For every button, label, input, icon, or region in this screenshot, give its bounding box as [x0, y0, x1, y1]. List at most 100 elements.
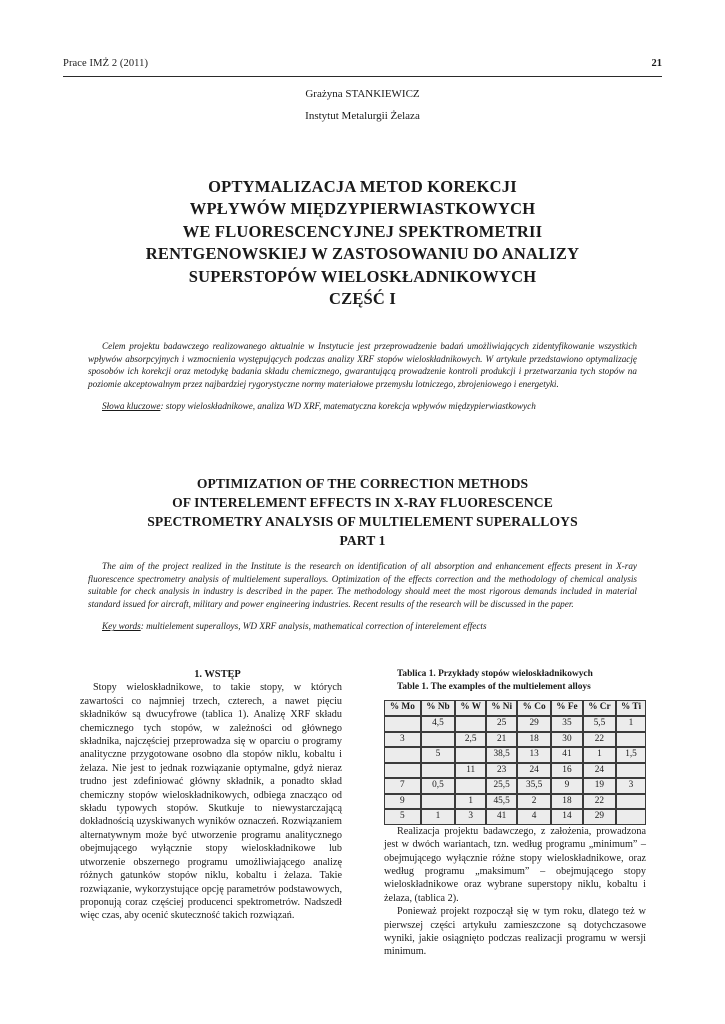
table-cell: 29: [582, 809, 617, 825]
table-cell: 7: [384, 778, 421, 794]
table-cell: [420, 731, 456, 748]
table-cell: 21: [486, 731, 518, 748]
left-column-paragraph-1: Stopy wieloskładnikowe, to takie stopy, …: [80, 682, 342, 922]
table-cell: 38,5: [486, 747, 518, 763]
table-row: 11 23 24 16 24: [384, 762, 646, 779]
keywords-polish: Słowa kluczowe: stopy wieloskładnikowe, …: [88, 400, 637, 413]
table-cell: 3: [384, 731, 421, 748]
table-cell: 25,5: [486, 778, 518, 794]
table-cell: 18: [551, 793, 583, 810]
table-header-cell: % Fe: [551, 700, 583, 717]
journal-reference: Prace IMŻ 2 (2011): [63, 58, 149, 69]
keywords-english-value: : multielement superalloys, WD XRF analy…: [140, 621, 487, 632]
running-head: Prace IMŻ 2 (2011) 21: [63, 58, 662, 69]
table-cell: 16: [551, 762, 583, 779]
abstract-polish-body: Celem projektu badawczego realizowanego …: [88, 341, 637, 389]
table-1-alloys: % Mo% Nb% W% Ni% Co% Fe% Cr% Ti 4,5 25 29 3…: [384, 700, 646, 825]
table-cell: 24: [517, 762, 552, 779]
table-row: 5 38,5 13 41 1 1,5: [384, 747, 646, 763]
table-cell: 30: [551, 731, 583, 748]
table-cell: 5: [420, 747, 456, 763]
table-row: 5 1 3 41 4 14 29: [384, 809, 646, 825]
table-header-cell: % Ti: [616, 700, 646, 717]
abstract-english: The aim of the project realized in the I…: [88, 560, 637, 633]
right-column-paragraph-1: Realizacja projektu badawczego, z założe…: [384, 825, 646, 904]
table-cell: 2: [517, 793, 552, 810]
page-number: 21: [651, 58, 663, 69]
table-cell: 45,5: [486, 793, 518, 810]
author-affiliation: Instytut Metalurgii Żelaza: [305, 110, 420, 122]
table-cell: 35,5: [517, 778, 552, 794]
right-column-paragraph-2: Ponieważ projekt rozpoczął się w tym rok…: [384, 906, 646, 958]
table-header-cell: % Mo: [384, 700, 421, 717]
table-cell: 23: [486, 762, 518, 779]
table-cell: 5,5: [582, 716, 617, 732]
table-cell: [616, 793, 646, 810]
table-cell: 9: [384, 793, 421, 810]
title-polish: OPTYMALIZACJA METOD KOREKCJI WPŁYWÓW MIĘD…: [145, 177, 580, 309]
table-cell: 1,5: [616, 747, 646, 763]
table-cell: 18: [517, 731, 552, 748]
table-cell: 2,5: [455, 731, 487, 748]
body-column-right: Tablica 1. Przykłady stopów wieloskładni…: [384, 668, 646, 959]
table-cell: 1: [582, 747, 617, 763]
abstract-english-body: The aim of the project realized in the I…: [88, 561, 637, 609]
table-cell: [455, 778, 487, 794]
table-1-caption-polish: Tablica 1. Przykłady stopów wieloskładni…: [397, 669, 593, 679]
table-header-cell: % Ni: [486, 700, 518, 717]
table-cell: 5: [384, 809, 421, 825]
keywords-polish-label: Słowa kluczowe: [102, 401, 161, 412]
author-name: Grażyna STANKIEWICZ: [305, 88, 420, 100]
table-cell: 24: [582, 762, 617, 779]
table-cell: [455, 747, 487, 763]
table-header-row: % Mo% Nb% W% Ni% Co% Fe% Cr% Ti: [384, 700, 646, 717]
table-cell: 41: [486, 809, 518, 825]
table-cell: 1: [420, 809, 456, 825]
table-cell: 1: [455, 793, 487, 810]
table-header-cell: % Nb: [420, 700, 456, 717]
body-column-left: 1. WSTĘP Stopy wieloskładnikowe, to taki…: [80, 668, 342, 923]
section-heading-wstep: 1. WSTĘP: [194, 669, 241, 680]
table-cell: 13: [517, 747, 552, 763]
table-row: 3 2,5 21 18 30 22: [384, 731, 646, 748]
table-1-header: % Mo% Nb% W% Ni% Co% Fe% Cr% Ti: [384, 700, 646, 717]
table-cell: [455, 716, 487, 732]
table-1-caption-english: Table 1. The examples of the multielemen…: [397, 681, 591, 692]
table-cell: [616, 762, 646, 779]
table-cell: 14: [551, 809, 583, 825]
table-cell: 0,5: [420, 778, 456, 794]
table-cell: 35: [551, 716, 583, 732]
table-cell: 41: [551, 747, 583, 763]
table-cell: 19: [582, 778, 617, 794]
table-cell: 25: [486, 716, 518, 732]
table-cell: 1: [616, 716, 646, 732]
table-cell: 4,5: [420, 716, 456, 732]
table-cell: 4: [517, 809, 552, 825]
header-divider: [63, 76, 662, 77]
table-cell: [384, 762, 421, 779]
table-row: 9 1 45,5 2 18 22: [384, 793, 646, 810]
table-header-cell: % Co: [517, 700, 552, 717]
table-row: 7 0,5 25,5 35,5 9 19 3: [384, 778, 646, 794]
abstract-polish: Celem projektu badawczego realizowanego …: [88, 340, 637, 413]
keywords-english-label: Key words: [102, 621, 141, 632]
table-cell: 22: [582, 731, 617, 748]
table-cell: [616, 731, 646, 748]
table-cell: 3: [616, 778, 646, 794]
table-cell: 11: [455, 762, 487, 779]
keywords-english: Key words: multielement superalloys, WD …: [88, 620, 637, 633]
title-english: OPTIMIZATION OF THE CORRECTION METHODS OF…: [147, 476, 578, 548]
table-cell: 3: [455, 809, 487, 825]
keywords-polish-value: : stopy wieloskładnikowe, analiza WD XRF…: [160, 401, 536, 412]
table-cell: 22: [582, 793, 617, 810]
table-header-cell: % Cr: [582, 700, 617, 717]
table-cell: [420, 762, 456, 779]
table-cell: [420, 793, 456, 810]
table-cell: 29: [517, 716, 552, 732]
table-cell: [384, 747, 421, 763]
table-cell: [616, 809, 646, 825]
table-1-body: 4,5 25 29 35 5,5 1 3 2,5 21 18 30 22 5 38,5 13 41 1 1,5 11…: [384, 716, 646, 825]
table-cell: 9: [551, 778, 583, 794]
table-row: 4,5 25 29 35 5,5 1: [384, 716, 646, 732]
